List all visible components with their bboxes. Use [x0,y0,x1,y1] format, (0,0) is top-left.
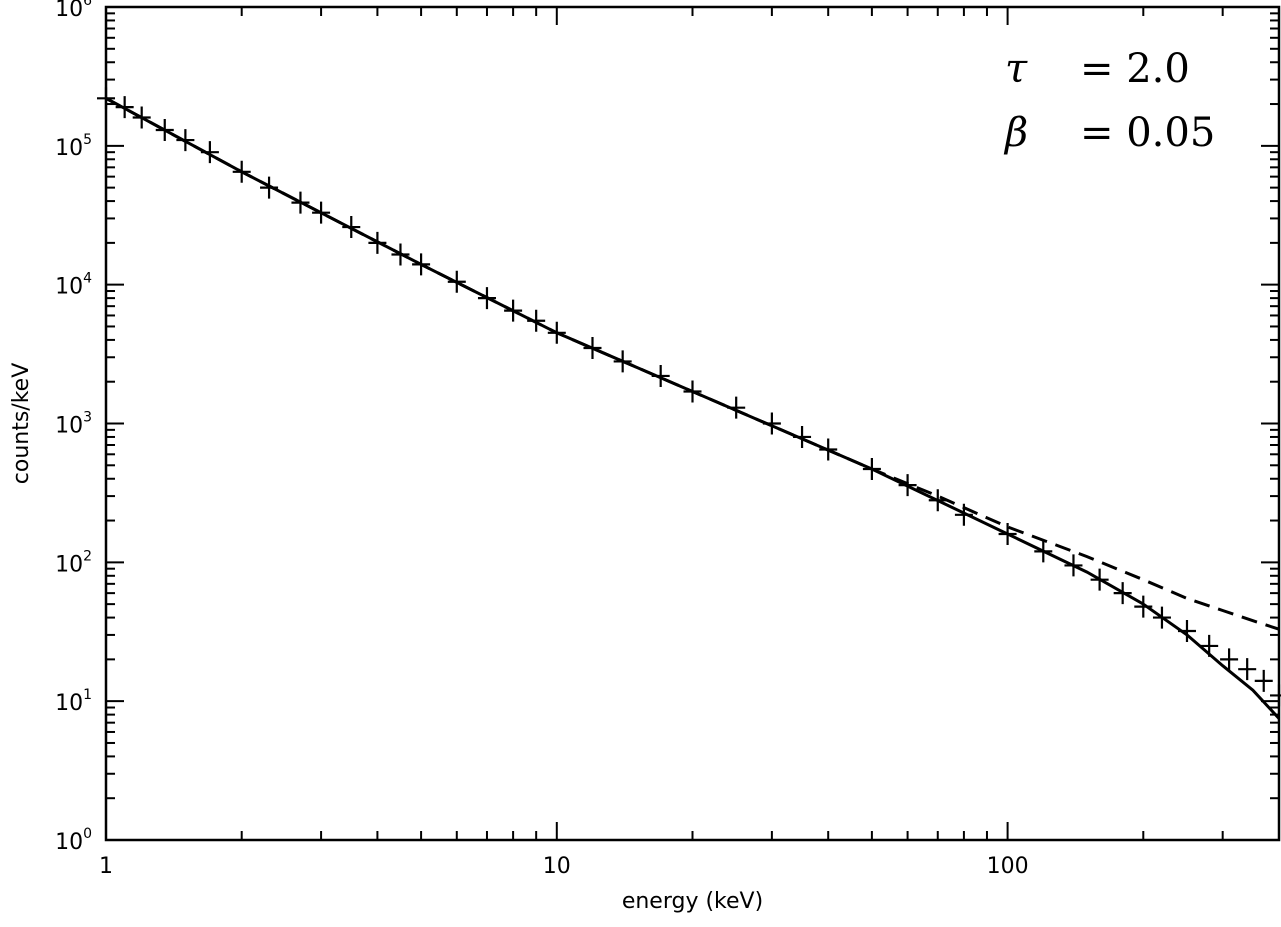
y-tick-label: 101 [55,687,92,716]
y-tick-label: 106 [55,0,92,22]
annotation-layer: τ = 2.0 β = 0.05 [1003,46,1215,156]
data-point [1238,658,1257,681]
data-points [97,87,1281,707]
series-layer [97,87,1281,720]
y-tick-label: 102 [55,548,92,577]
solid-model-line [105,96,1281,720]
y-tick-label: 104 [55,271,92,300]
data-point [1220,648,1239,671]
x-axis-label: energy (keV) [622,889,763,914]
y-axis-label: counts/keV [9,363,34,484]
annotation-value: = 2.0 [1080,46,1190,92]
x-tick-label: 100 [987,854,1029,879]
annotation-symbol: τ [1005,46,1028,92]
x-tick-label: 1 [99,854,113,879]
x-tick-label: 10 [543,854,571,879]
y-tick-label: 100 [55,826,92,855]
tick-layer [105,6,1280,841]
y-tick-label: 103 [55,410,92,439]
dashed-model-line [105,96,1280,631]
y-tick-label: 105 [55,132,92,161]
annotation-symbol: β [1003,110,1028,156]
data-point [1254,669,1273,692]
label-layer: 1 10 100 100 101 102 103 104 105 106 energy (keV) c… [9,0,1029,914]
annotation-value: = 0.05 [1080,110,1215,156]
